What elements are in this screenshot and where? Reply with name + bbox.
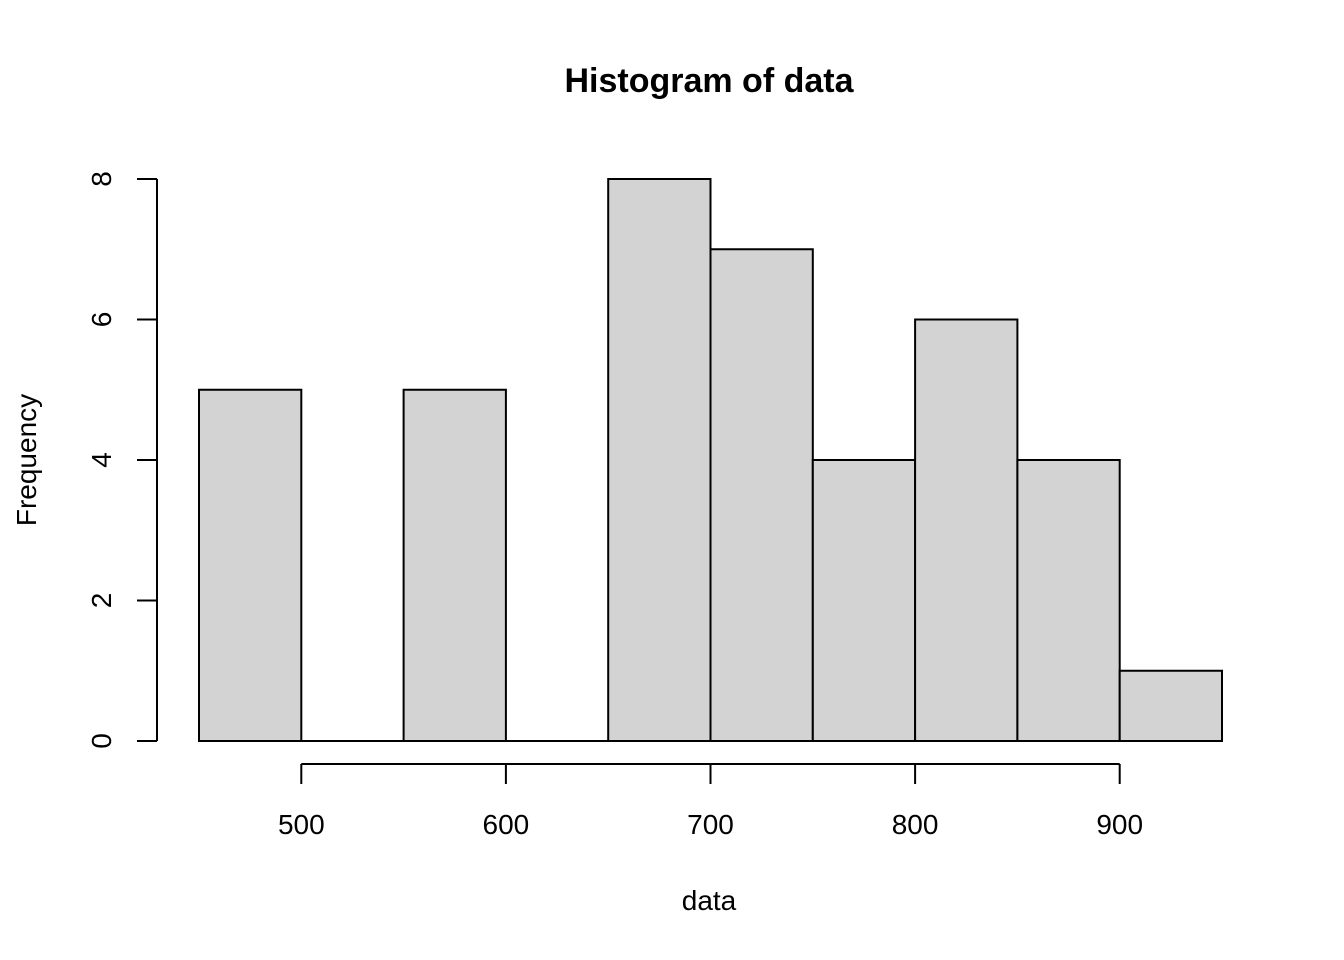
y-tick-label-8: 8: [86, 171, 117, 187]
y-tick-label-6: 6: [86, 312, 117, 328]
bars-group: [198, 178, 1223, 742]
x-tick-label-900: 900: [1096, 809, 1143, 840]
histogram-bar-5: [709, 248, 814, 742]
histogram-bar-9: [1118, 669, 1223, 742]
y-tick-label-4: 4: [86, 452, 117, 468]
x-tick-label-800: 800: [892, 809, 939, 840]
histogram-bar-7: [914, 318, 1019, 742]
x-tick-label-700: 700: [687, 809, 734, 840]
y-tick-label-2: 2: [86, 593, 117, 609]
x-axis: 500 600 700 800 900: [278, 763, 1143, 840]
histogram-bar-4: [607, 178, 712, 742]
x-tick-label-600: 600: [483, 809, 530, 840]
histogram-bar-0: [198, 388, 303, 742]
chart-title: Histogram of data: [564, 62, 854, 100]
y-tick-label-0: 0: [86, 733, 117, 749]
histogram-bar-8: [1016, 459, 1121, 742]
x-tick-label-500: 500: [278, 809, 325, 840]
histogram-bar-2: [402, 388, 507, 742]
y-axis-label: Frequency: [11, 394, 42, 526]
y-axis: 0 2 4 6 8: [86, 171, 158, 749]
histogram-bar-6: [811, 459, 917, 742]
x-axis-label: data: [682, 885, 737, 916]
